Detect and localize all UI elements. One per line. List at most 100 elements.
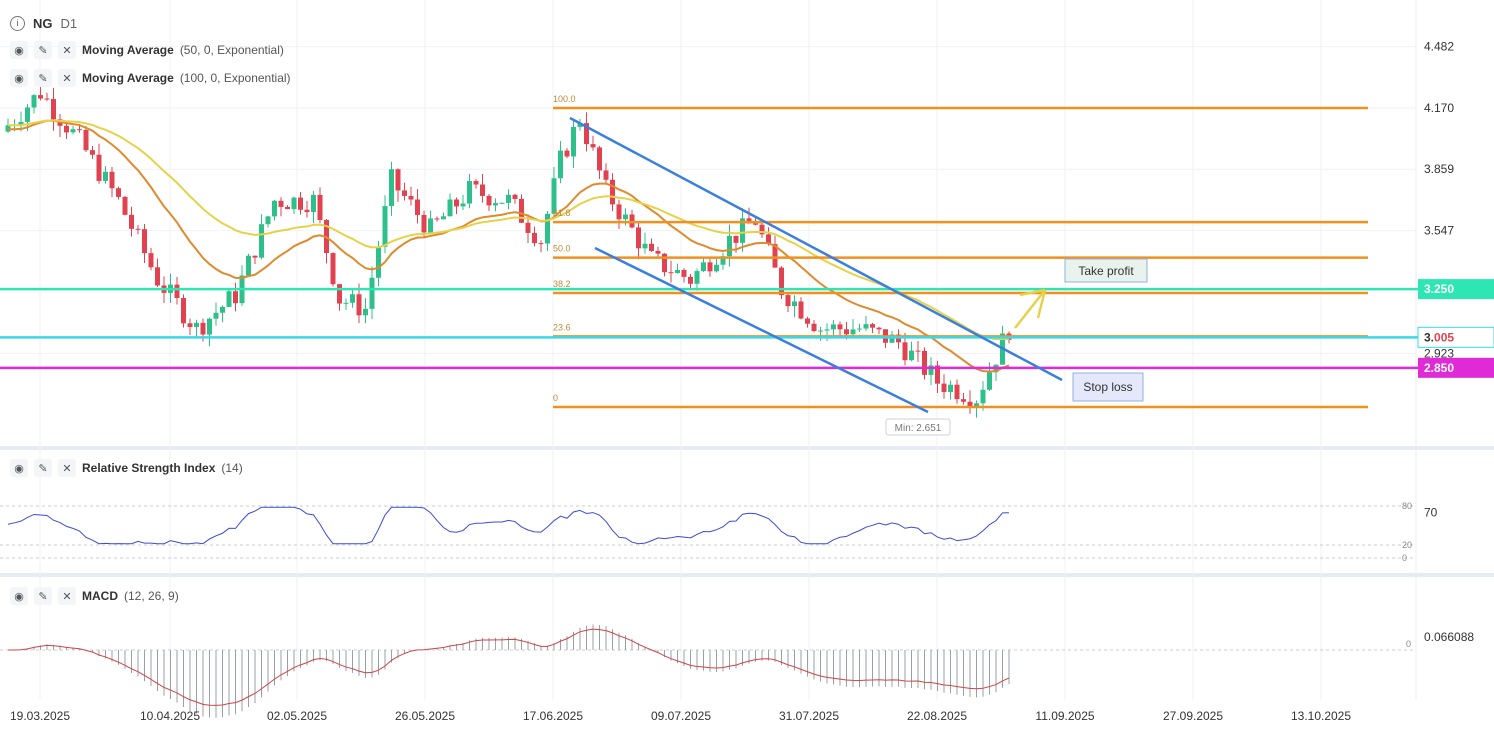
x-axis-date: 11.09.2025 — [1035, 709, 1094, 723]
eye-icon[interactable]: ◉ — [10, 587, 28, 605]
x-axis-date: 02.05.2025 — [267, 709, 327, 723]
candle — [285, 206, 290, 210]
level-badge — [1418, 279, 1494, 300]
candle — [265, 216, 271, 225]
candle — [740, 218, 745, 243]
wrench-icon[interactable]: ✎ — [34, 459, 52, 477]
wrench-icon[interactable]: ✎ — [34, 587, 52, 605]
candle — [720, 256, 726, 265]
rsi-level-label: 0 — [1402, 553, 1407, 563]
price-tick: 2.923 — [1424, 346, 1454, 360]
candle — [200, 322, 206, 335]
candle — [798, 301, 804, 319]
wrench-icon[interactable]: ✎ — [34, 69, 52, 87]
candle — [343, 302, 349, 304]
macd-axis-tick: 0.066088 — [1424, 630, 1474, 644]
candle — [44, 98, 50, 100]
indicator-name: Relative Strength Index — [82, 461, 216, 475]
close-icon[interactable]: ✕ — [58, 41, 76, 59]
candle — [109, 171, 115, 189]
x-axis-date: 31.07.2025 — [779, 709, 839, 723]
candle — [467, 181, 472, 204]
candle — [369, 277, 375, 309]
candle — [603, 170, 609, 180]
candle — [538, 243, 544, 245]
wrench-icon[interactable]: ✎ — [34, 41, 52, 59]
candle — [902, 342, 908, 361]
take-profit-box — [1064, 258, 1148, 283]
eye-icon[interactable]: ◉ — [10, 41, 28, 59]
candle — [831, 324, 836, 330]
info-icon[interactable]: i — [10, 15, 25, 31]
candle — [350, 294, 355, 303]
candle — [824, 329, 830, 331]
candle — [948, 384, 953, 393]
level-badge — [1418, 357, 1494, 378]
candle — [135, 228, 141, 230]
price-tick: 4.482 — [1424, 40, 1454, 54]
level-badge-label: 3.250 — [1424, 282, 1454, 296]
pane-separator — [0, 573, 1494, 577]
symbol-name: NG — [33, 15, 53, 31]
candle — [31, 95, 37, 108]
candle — [408, 195, 414, 200]
x-axis-date: 26.05.2025 — [395, 709, 455, 723]
candle — [779, 267, 784, 296]
candle — [18, 121, 24, 125]
level-badge-label: 2.850 — [1424, 361, 1454, 375]
indicator-params: (14) — [221, 461, 243, 475]
candle — [915, 350, 921, 352]
candle — [733, 235, 739, 243]
candle — [480, 184, 485, 196]
indicator-params: (50, 0, Exponential) — [179, 43, 284, 57]
candle — [694, 271, 700, 284]
close-icon[interactable]: ✕ — [58, 459, 76, 477]
candle — [220, 306, 225, 313]
candle — [571, 126, 576, 157]
candle — [376, 246, 381, 278]
candle — [90, 150, 95, 155]
candle — [662, 253, 667, 273]
candle — [714, 264, 719, 272]
eye-icon[interactable]: ◉ — [10, 69, 28, 87]
candle — [922, 350, 927, 375]
candle — [447, 199, 453, 217]
x-axis-date: 17.06.2025 — [523, 709, 583, 723]
close-icon[interactable]: ✕ — [58, 69, 76, 87]
timeframe: D1 — [60, 15, 78, 31]
candle — [642, 243, 648, 249]
fib-label: 23.6 — [553, 322, 571, 332]
price-tick: 3.859 — [1424, 162, 1454, 176]
close-icon[interactable]: ✕ — [58, 587, 76, 605]
candle — [532, 232, 537, 244]
ma50-line — [7, 119, 1010, 373]
candle — [564, 150, 570, 157]
candle — [129, 214, 134, 229]
channel-lower — [594, 246, 929, 414]
candle — [259, 224, 264, 258]
candle — [77, 129, 82, 131]
min-label: Min: 2.651 — [895, 423, 942, 434]
candle — [753, 223, 758, 225]
candle — [785, 295, 791, 307]
eye-icon[interactable]: ◉ — [10, 459, 28, 477]
fib-label: 0 — [553, 393, 558, 403]
candle — [525, 222, 531, 233]
candle — [701, 262, 706, 272]
indicator-params: (100, 0, Exponential) — [179, 71, 291, 85]
candle — [278, 200, 284, 207]
candle — [506, 194, 511, 203]
candle — [655, 250, 661, 254]
candle — [415, 199, 420, 215]
candle — [935, 365, 940, 384]
candle — [402, 190, 407, 196]
channel-upper — [569, 116, 1063, 382]
candle — [870, 324, 875, 328]
x-axis-date: 10.04.2025 — [140, 709, 200, 723]
ma100-line — [7, 119, 1010, 341]
candle — [499, 202, 505, 204]
candle — [707, 262, 713, 272]
fib-label: 38.2 — [553, 279, 571, 289]
candle — [636, 227, 641, 249]
